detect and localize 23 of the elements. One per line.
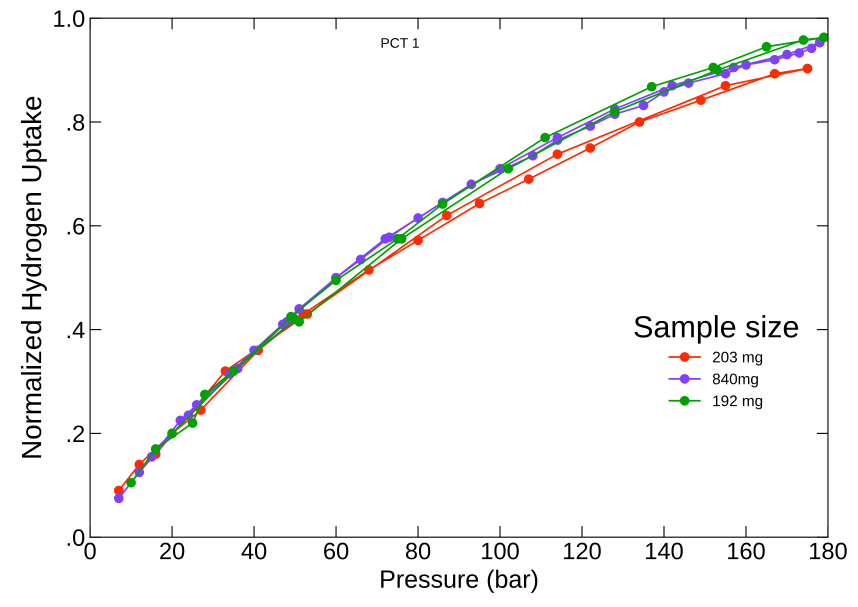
x-tick-label: 60 <box>324 542 348 560</box>
y-axis-title: Normalized Hydrogen Uptake <box>20 96 47 458</box>
legend-label: 840mg <box>712 374 758 388</box>
legend-title: Sample size <box>634 315 798 344</box>
y-tick-label: .4 <box>68 322 85 338</box>
x-tick-label: 180 <box>810 542 847 560</box>
y-tick-label: .8 <box>68 114 84 131</box>
x-tick-label: 40 <box>241 542 266 560</box>
x-tick-label: 120 <box>564 542 601 560</box>
legend-label: 203 mg <box>712 352 762 366</box>
y-tick-label: .6 <box>68 218 84 235</box>
x-axis-title: Pressure (bar) <box>381 570 538 593</box>
x-tick-label: 20 <box>160 542 184 560</box>
x-tick-label: 100 <box>482 542 519 560</box>
x-tick-label: 160 <box>728 542 765 560</box>
legend-label: 192 mg <box>713 395 762 410</box>
y-tick-label: .0 <box>68 529 84 546</box>
y-tick-label: 1.0 <box>54 10 84 27</box>
x-tick-label: 140 <box>646 542 683 560</box>
x-tick-label: 80 <box>406 542 430 560</box>
x-tick-label: 0 <box>84 542 96 560</box>
annotation: PCT 1 <box>382 38 419 48</box>
y-tick-label: .2 <box>68 425 84 442</box>
